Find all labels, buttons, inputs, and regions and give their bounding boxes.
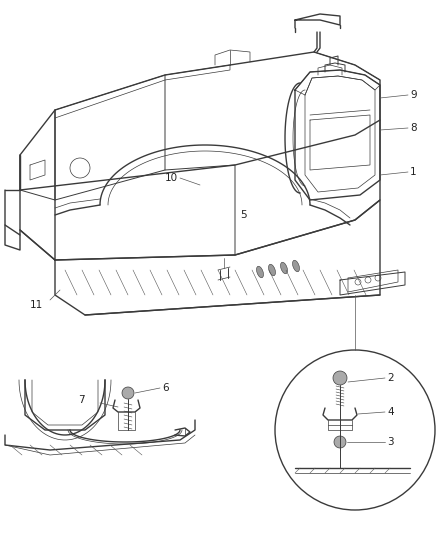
Text: 6: 6 — [162, 383, 169, 393]
Text: 8: 8 — [410, 123, 417, 133]
Circle shape — [122, 387, 134, 399]
Ellipse shape — [268, 264, 276, 276]
Text: 11: 11 — [30, 300, 43, 310]
Text: 7: 7 — [78, 395, 85, 405]
Circle shape — [333, 371, 347, 385]
Text: 2: 2 — [387, 373, 394, 383]
Circle shape — [334, 436, 346, 448]
Text: 1: 1 — [410, 167, 417, 177]
Ellipse shape — [257, 266, 264, 278]
Text: 4: 4 — [387, 407, 394, 417]
Text: 10: 10 — [165, 173, 178, 183]
Text: 9: 9 — [410, 90, 417, 100]
Ellipse shape — [293, 260, 300, 272]
Ellipse shape — [280, 262, 287, 274]
Text: 3: 3 — [387, 437, 394, 447]
Text: 5: 5 — [240, 210, 247, 220]
